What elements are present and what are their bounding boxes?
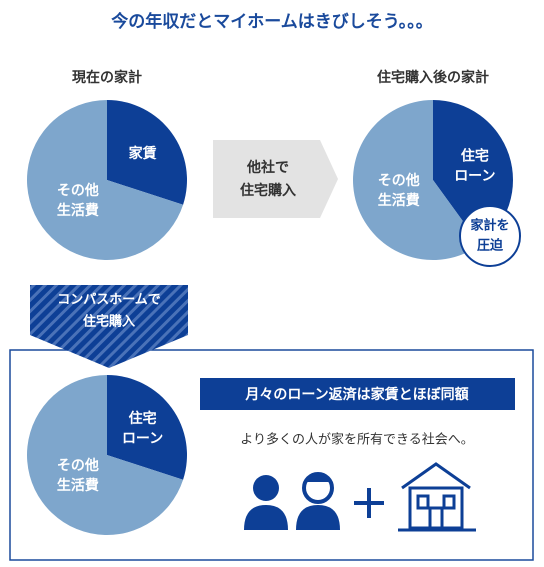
- badge-text: 圧迫: [477, 238, 504, 254]
- arrow-compass: [30, 285, 188, 368]
- slice-label: 生活費: [378, 192, 420, 209]
- slice-label: 生活費: [57, 477, 99, 494]
- pie-slice: [27, 100, 184, 260]
- slice-label: ローン: [454, 168, 495, 184]
- banner-text: 月々のローン返済は家賃とほぼ同額: [244, 386, 468, 403]
- tagline: より多くの人が家を所有できる社会へ。: [240, 432, 473, 448]
- house-icon: [398, 462, 476, 532]
- slice-label: 住宅: [129, 410, 157, 427]
- slice-label: 家賃: [129, 145, 157, 162]
- pie-heading: 住宅購入後の家計: [377, 69, 489, 86]
- banner: [200, 378, 515, 410]
- slice-label: その他: [57, 457, 99, 474]
- pie-slice: [107, 375, 187, 480]
- slice-label: ローン: [122, 431, 163, 447]
- plus-icon: [354, 488, 384, 518]
- slice-label: 住宅: [461, 147, 489, 164]
- people-icon: [244, 472, 340, 530]
- arrow-text: 他社で: [246, 159, 289, 176]
- arrow-text: コンパスホームで: [57, 293, 161, 308]
- arrow-text: 住宅購入: [83, 314, 135, 330]
- pie-slice: [107, 100, 187, 205]
- pie-heading: 現在の家計: [72, 69, 142, 86]
- pie-slice: [353, 100, 481, 260]
- pie-slice: [27, 375, 184, 535]
- title: 今の年収だとマイホームはきびしそう。。。: [111, 11, 432, 32]
- slice-label: その他: [378, 172, 420, 189]
- slice-label: その他: [57, 182, 99, 199]
- slice-label: 生活費: [57, 202, 99, 219]
- arrow-other: [213, 140, 338, 218]
- badge-text: 家計を: [470, 218, 509, 234]
- arrow-text: 住宅購入: [240, 182, 296, 199]
- badge: [459, 205, 521, 267]
